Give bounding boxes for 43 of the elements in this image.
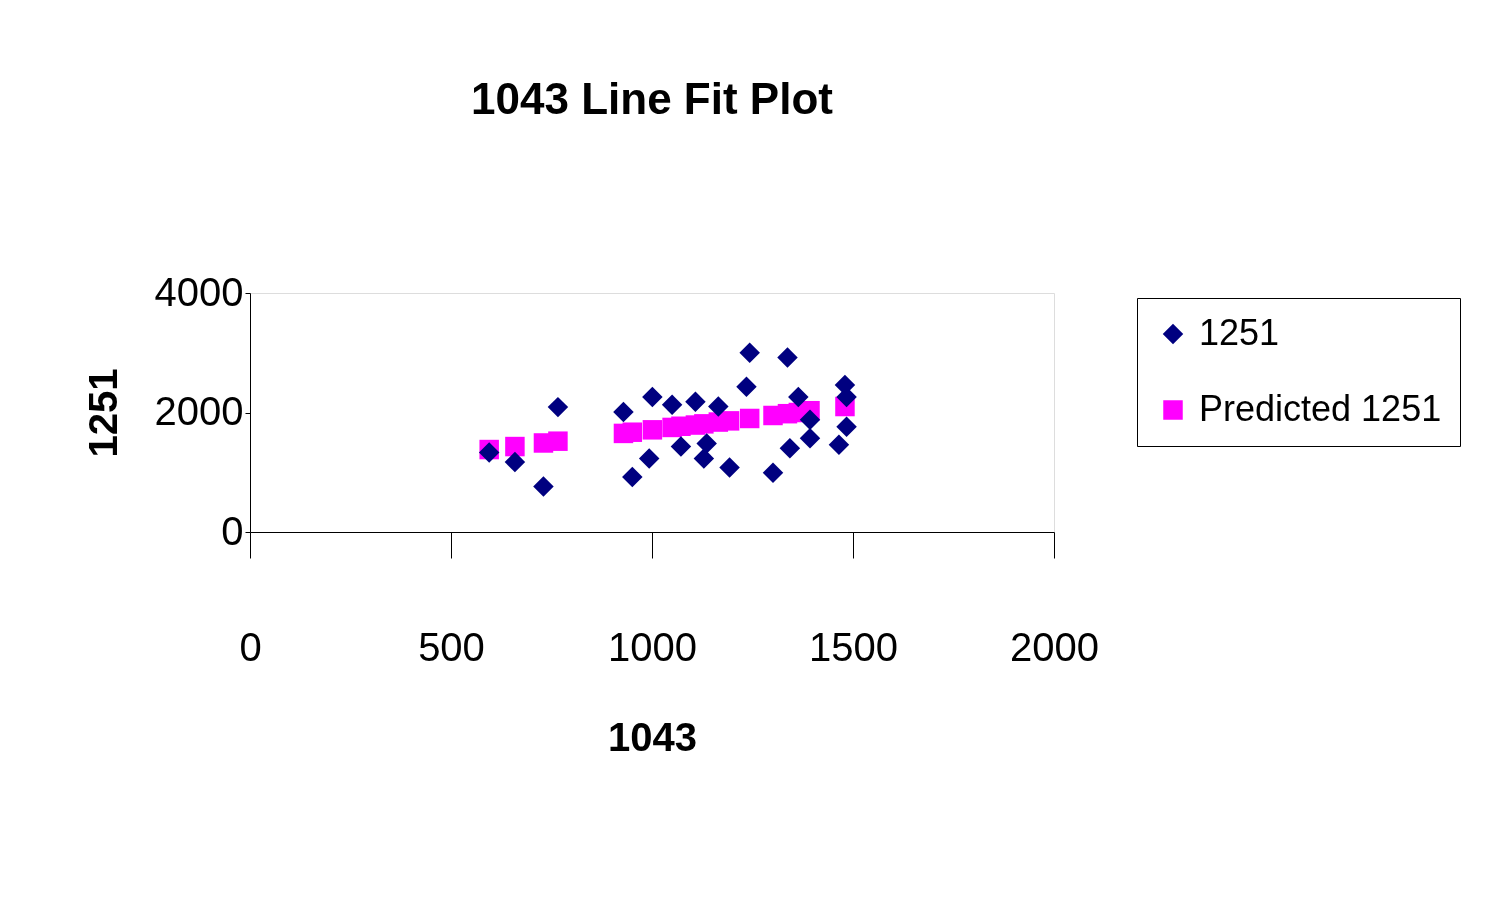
y-tick-label: 0 [221, 508, 244, 553]
chart-title: 1043 Line Fit Plot [471, 74, 834, 123]
point [613, 401, 634, 423]
point [739, 408, 760, 429]
x-tick-label: 500 [418, 624, 485, 669]
point [736, 376, 757, 398]
point [642, 420, 663, 440]
point [504, 451, 526, 473]
point [799, 409, 821, 430]
point [638, 448, 660, 469]
point [719, 457, 740, 478]
x-tick-label: 2000 [1010, 624, 1099, 669]
point [642, 386, 663, 408]
point [788, 386, 809, 408]
legend-label: 1251 [1199, 312, 1280, 353]
point [661, 394, 683, 415]
point [739, 342, 760, 363]
y-axis-title: 1251 [80, 368, 125, 458]
point [696, 433, 717, 454]
point [708, 396, 729, 417]
point [685, 391, 706, 412]
point [779, 438, 801, 459]
y-tick-label: 4000 [154, 269, 244, 314]
legend-label: Predicted 1251 [1199, 388, 1442, 429]
x-axis-title: 1043 [608, 714, 697, 759]
point [799, 427, 821, 449]
point [719, 411, 740, 431]
point [505, 436, 525, 457]
point [763, 405, 783, 426]
x-tick-label: 1500 [809, 624, 898, 669]
y-tick-label: 2000 [154, 389, 244, 433]
point [547, 396, 569, 418]
x-tick-label: 1000 [608, 624, 697, 669]
point [622, 466, 643, 488]
point [533, 476, 554, 497]
point [836, 416, 857, 438]
point [828, 434, 850, 456]
point [777, 347, 798, 368]
point [693, 448, 715, 469]
point [670, 436, 692, 457]
point [762, 462, 784, 484]
point [622, 422, 643, 442]
point [548, 431, 568, 451]
